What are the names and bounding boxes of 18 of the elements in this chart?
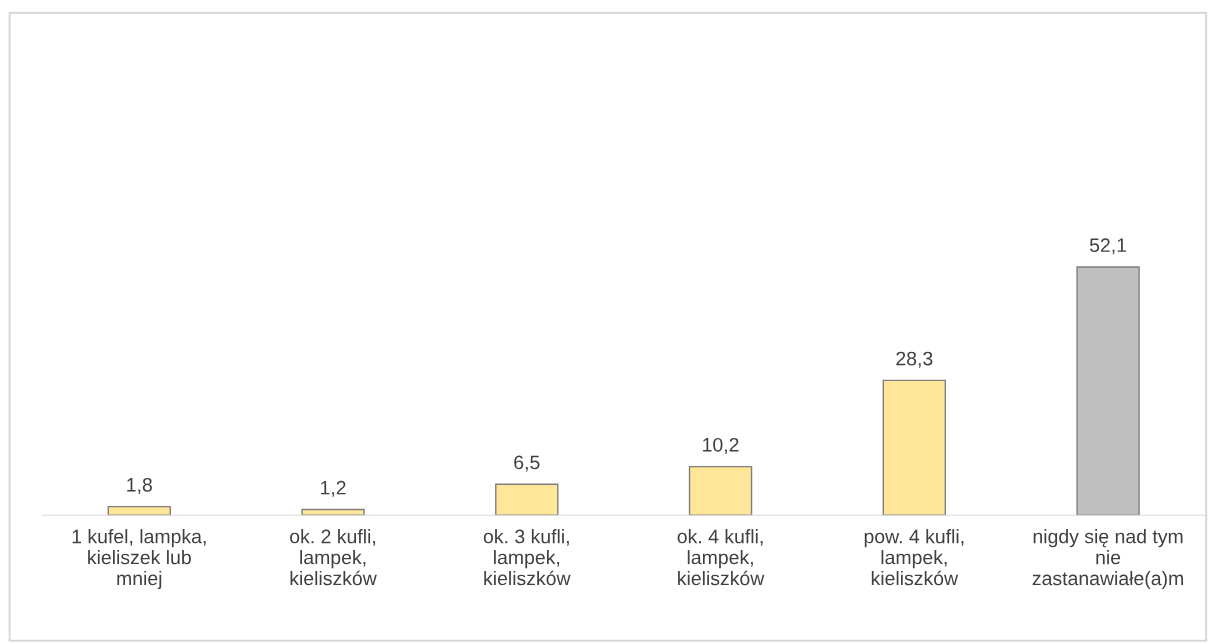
x-tick-label: ok. 4 kufli, lampek, kieliszków	[677, 529, 765, 586]
bar	[1076, 266, 1140, 516]
bar	[301, 508, 365, 516]
data-label: 1,2	[320, 480, 346, 497]
bar	[688, 465, 753, 516]
x-tick-label: ok. 3 kufli, lampek, kieliszków	[483, 529, 571, 586]
bar	[882, 379, 947, 516]
bar	[495, 483, 559, 516]
x-tick-label: 1 kufel, lampka, kieliszek lub mniej	[72, 529, 206, 590]
x-tick-label: nigdy się nad tym nie zastanawiałe(a)m	[1032, 529, 1183, 590]
data-label: 6,5	[514, 455, 540, 472]
data-label: 28,3	[896, 351, 933, 368]
data-label: 10,2	[703, 437, 739, 454]
data-label: 52,1	[1089, 238, 1127, 255]
bar	[107, 505, 171, 516]
data-label: 1,8	[127, 477, 152, 494]
x-tick-label: pow. 4 kufli, lampek, kieliszków	[864, 529, 964, 586]
x-tick-label: ok. 2 kufli, lampek, kieliszków	[290, 529, 377, 586]
